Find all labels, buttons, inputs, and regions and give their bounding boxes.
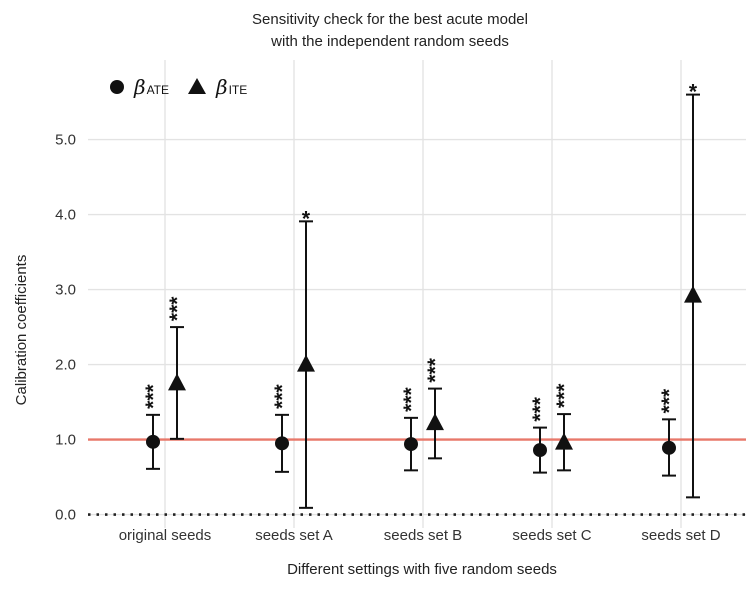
ate-point <box>404 437 418 452</box>
legend-triangle-marker <box>188 78 206 94</box>
x-tick-label: seeds set D <box>641 527 720 544</box>
x-tick-label: original seeds <box>119 527 212 544</box>
chart-title-line-1: Sensitivity check for the best acute mod… <box>252 11 528 28</box>
reference-lines <box>88 438 746 516</box>
ite-point <box>684 285 702 303</box>
y-axis-label: Calibration coefficients <box>13 255 30 406</box>
y-tick-label: 0.0 <box>55 507 76 524</box>
ite-significance-label: * <box>302 207 311 230</box>
chart-title-line-2: with the independent random seeds <box>270 33 509 50</box>
x-tick-label: seeds set B <box>384 527 462 544</box>
ate-significance-label: *** <box>529 396 552 421</box>
ite-significance-label: *** <box>166 296 189 321</box>
ite-point <box>555 432 573 450</box>
ate-significance-label: *** <box>400 387 423 412</box>
y-tick-label: 2.0 <box>55 357 76 374</box>
legend-ate-subscript: ATE <box>147 83 169 97</box>
ite-significance-label: *** <box>424 357 447 382</box>
y-tick-label: 5.0 <box>55 132 76 149</box>
ite-significance-label: * <box>689 81 698 104</box>
grid-layer <box>88 60 746 528</box>
ate-significance-label: *** <box>658 388 681 413</box>
legend-ite-symbol: β <box>215 75 228 99</box>
legend: βATE βITE <box>110 75 247 99</box>
ite-significance-label: *** <box>553 383 576 408</box>
ate-point <box>662 440 676 455</box>
legend-circle-marker <box>110 80 124 94</box>
x-tick-label: seeds set C <box>512 527 591 544</box>
legend-ate-label: βATE <box>133 75 169 99</box>
ite-point <box>297 354 315 372</box>
x-axis-label: Different settings with five random seed… <box>287 561 557 578</box>
x-tick-label: seeds set A <box>255 527 333 544</box>
ate-significance-label: *** <box>142 384 165 409</box>
legend-ite-subscript: ITE <box>229 83 248 97</box>
label-layer: 0.0 1.0 2.0 3.0 4.0 5.0 original seeds seeds se… <box>55 132 721 544</box>
ate-point <box>275 436 289 451</box>
legend-ite-label: βITE <box>215 75 247 99</box>
y-tick-label: 4.0 <box>55 207 76 224</box>
ite-point <box>426 413 444 431</box>
y-tick-label: 3.0 <box>55 282 76 299</box>
ite-point <box>168 373 186 391</box>
legend-ate-symbol: β <box>133 75 146 99</box>
ate-point <box>146 434 160 449</box>
ate-significance-label: *** <box>271 384 294 409</box>
ate-point <box>533 443 547 458</box>
y-tick-label: 1.0 <box>55 432 76 449</box>
data-layer: *** *** *** *** ************** <box>142 81 702 509</box>
